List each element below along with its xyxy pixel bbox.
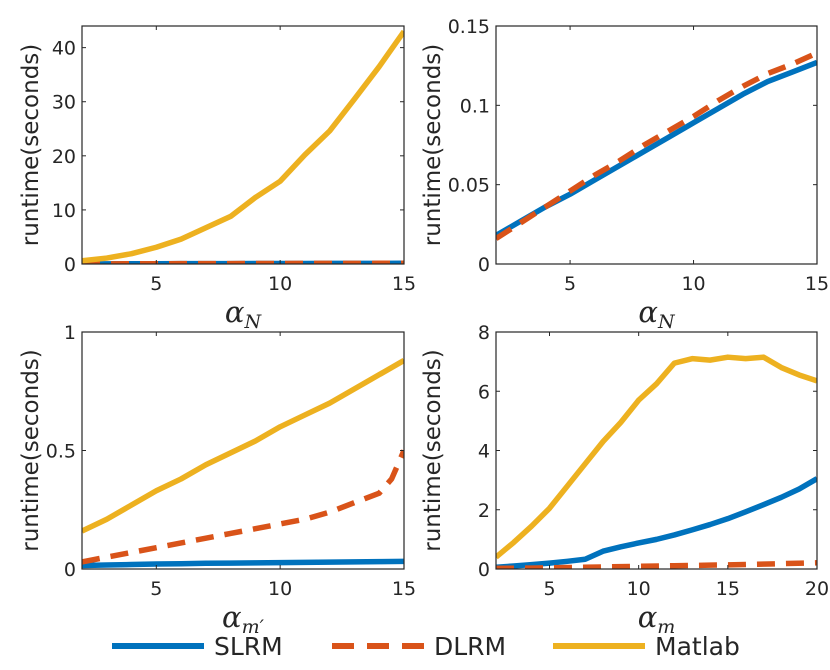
y-tick-label: 4 — [478, 441, 490, 463]
series-line-matlab — [82, 358, 404, 534]
y-tick-label: 1 — [64, 322, 76, 344]
y-tick-label: 40 — [52, 38, 76, 60]
y-axis-label: runtime(seconds) — [18, 349, 44, 552]
y-tick-label: 0 — [478, 254, 490, 276]
legend: SLRM DLRM Matlab — [112, 632, 740, 661]
y-axis-label: runtime(seconds) — [420, 349, 446, 552]
series-line-dlrm — [496, 50, 817, 241]
legend-label-slrm: SLRM — [214, 632, 283, 661]
y-tick-label: 0 — [64, 254, 76, 276]
x-axis-label-subscript: N — [243, 311, 262, 333]
y-tick-label: 8 — [478, 322, 490, 344]
y-tick-label: 6 — [478, 381, 490, 403]
chart-panel-1: 5 10 15 0 10 20 30 40 runtime(seconds) αN — [18, 25, 416, 333]
x-tick-label: 5 — [150, 578, 162, 600]
x-axis-label-subscript: m′ — [242, 616, 265, 638]
y-tick-label: 0.5 — [46, 441, 76, 463]
x-tick-label: 5 — [150, 273, 162, 295]
x-tick-label: 5 — [564, 273, 576, 295]
x-tick-label: 15 — [392, 273, 416, 295]
x-axis-label-base: α — [638, 295, 658, 329]
series-line-slrm — [82, 558, 404, 569]
legend-item-dlrm: DLRM — [332, 632, 506, 661]
chart-panel-4: 5 10 15 20 0 2 4 6 8 runtime(seconds) αm — [420, 322, 829, 638]
x-axis-label: αN — [225, 295, 263, 333]
y-axis-label: runtime(seconds) — [420, 44, 446, 247]
plot-frame — [495, 331, 818, 570]
legend-item-matlab: Matlab — [553, 632, 740, 661]
plot-frame — [81, 331, 405, 570]
x-axis-label: αm′ — [222, 600, 265, 638]
legend-item-slrm: SLRM — [112, 632, 283, 661]
x-axis-label-base: α — [222, 600, 242, 634]
series-line-dlrm — [82, 449, 404, 565]
y-axis-label: runtime(seconds) — [18, 44, 44, 247]
series-line-slrm — [496, 476, 817, 569]
y-tick-label: 0 — [64, 559, 76, 581]
series-line-matlab — [496, 354, 817, 560]
legend-label-dlrm: DLRM — [434, 632, 506, 661]
y-tick-label: 10 — [52, 200, 76, 222]
series-line-matlab — [82, 29, 404, 264]
x-axis-label: αm — [638, 600, 676, 638]
x-axis-label-subscript: m — [657, 616, 675, 638]
x-axis-label: αN — [638, 295, 676, 333]
legend-label-matlab: Matlab — [655, 632, 740, 661]
x-tick-label: 15 — [392, 578, 416, 600]
x-tick-label: 15 — [716, 578, 740, 600]
y-tick-label: 20 — [52, 146, 76, 168]
series-line-slrm — [496, 59, 817, 238]
y-tick-label: 0.1 — [460, 95, 490, 117]
x-axis-label-base: α — [638, 600, 658, 634]
y-tick-label: 0.15 — [448, 16, 490, 38]
x-tick-label: 10 — [681, 273, 705, 295]
chart-panel-3: 5 10 15 0 0.5 1 runtime(seconds) αm′ — [18, 322, 416, 638]
x-axis-label-base: α — [225, 295, 245, 329]
x-tick-label: 10 — [268, 578, 292, 600]
series-line-dlrm — [496, 560, 817, 569]
y-tick-label: 0.05 — [448, 175, 490, 197]
x-axis-label-subscript: N — [657, 311, 676, 333]
x-tick-label: 15 — [805, 273, 829, 295]
plot-frame — [81, 25, 405, 265]
x-tick-label: 10 — [268, 273, 292, 295]
x-tick-label: 20 — [805, 578, 829, 600]
y-tick-label: 0 — [478, 559, 490, 581]
x-tick-label: 10 — [627, 578, 651, 600]
x-tick-label: 5 — [543, 578, 555, 600]
plot-frame — [495, 25, 818, 265]
y-tick-label: 2 — [478, 500, 490, 522]
y-tick-label: 30 — [52, 92, 76, 114]
